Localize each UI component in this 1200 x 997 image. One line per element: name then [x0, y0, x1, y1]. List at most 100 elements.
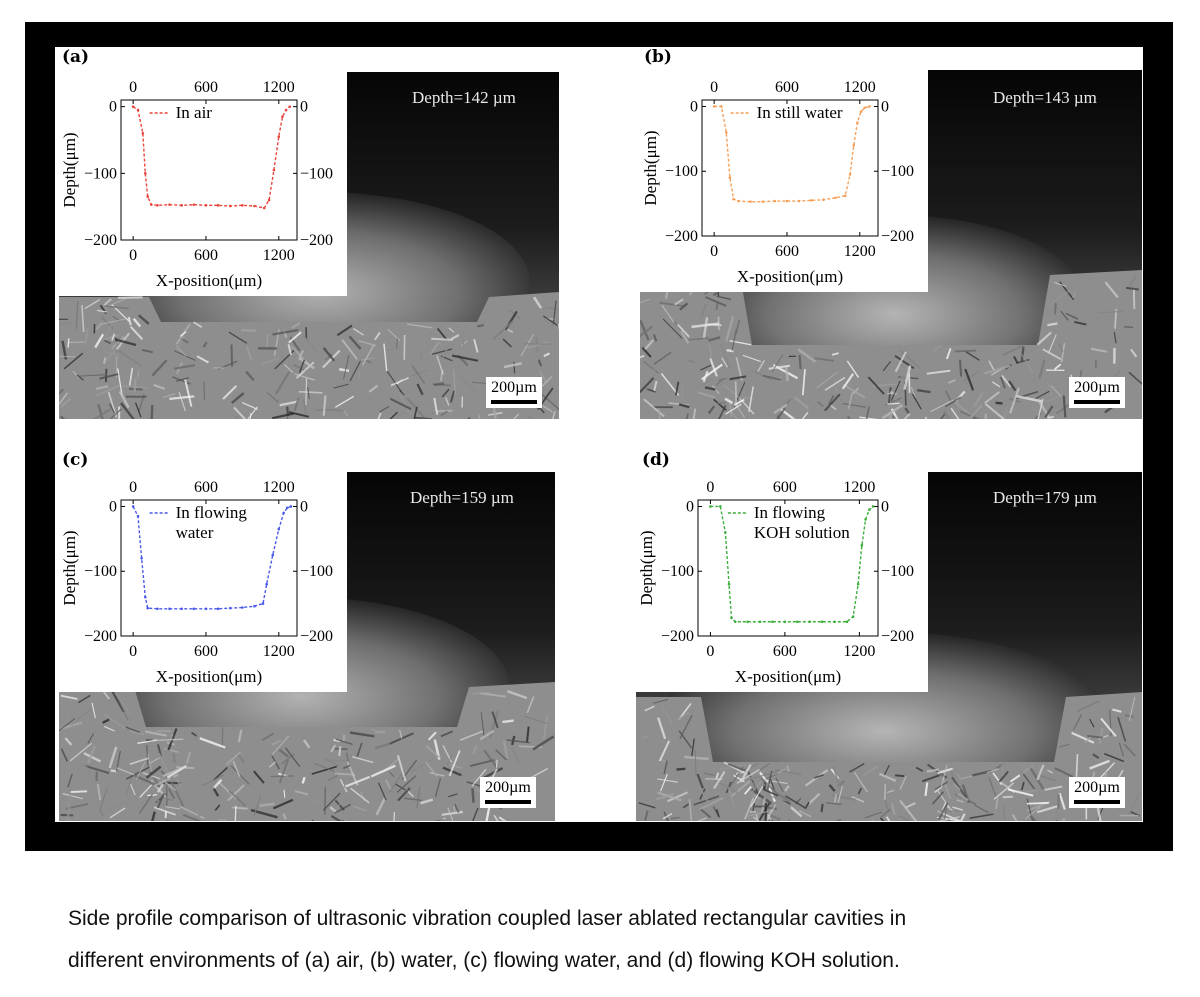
- y-tick-label: −100: [84, 165, 117, 182]
- y-tick-label: −200: [84, 232, 117, 249]
- x-tick-label-top: 600: [194, 479, 218, 496]
- data-point: [808, 620, 812, 624]
- data-point: [192, 203, 196, 206]
- series-line: [132, 106, 291, 209]
- y-tick-label-right: −100: [881, 163, 914, 180]
- panel-label: (c): [62, 450, 89, 470]
- plot-frame: [697, 499, 879, 637]
- data-point: [856, 582, 860, 586]
- y-tick-label: 0: [109, 498, 117, 515]
- data-point: [852, 144, 856, 147]
- y-tick-label: −100: [661, 563, 694, 580]
- panel-label: (b): [644, 47, 672, 67]
- data-point: [281, 115, 284, 118]
- scale-bar: 200µm: [486, 377, 542, 408]
- data-point: [783, 620, 787, 624]
- data-point: [871, 505, 875, 508]
- panel-label: (d): [642, 450, 670, 470]
- data-point: [746, 620, 749, 624]
- data-point: [289, 505, 293, 508]
- data-point: [864, 518, 867, 521]
- data-point: [277, 135, 281, 138]
- data-point: [140, 556, 143, 560]
- y-tick-label: −200: [665, 228, 698, 245]
- x-tick-label-top: 1200: [263, 479, 295, 496]
- data-point: [241, 606, 244, 609]
- x-axis-label: X-position(μm): [737, 267, 843, 286]
- data-point: [868, 105, 871, 108]
- y-tick-label-right: 0: [881, 98, 889, 115]
- y-tick-label: −200: [84, 628, 117, 645]
- x-tick-label: 600: [194, 247, 218, 264]
- data-point: [730, 616, 733, 620]
- legend-label: In air: [176, 103, 213, 122]
- panel-label: (a): [62, 47, 90, 67]
- plot-frame: [120, 99, 298, 241]
- scale-bar-line: [485, 800, 531, 804]
- x-tick-label: 0: [129, 247, 137, 264]
- scale-bar: 200µm: [1069, 777, 1125, 808]
- data-point: [727, 582, 731, 586]
- data-point: [265, 582, 268, 586]
- x-tick-label: 0: [710, 243, 718, 260]
- data-point: [843, 194, 847, 198]
- scale-bar-label: 200µm: [485, 779, 531, 796]
- data-point: [271, 553, 275, 557]
- data-point: [285, 506, 289, 510]
- data-point: [150, 203, 153, 206]
- data-point: [143, 172, 147, 175]
- y-tick-label-right: 0: [300, 498, 308, 515]
- x-tick-label-top: 1200: [843, 479, 875, 496]
- scale-bar-label: 200µm: [1074, 779, 1120, 796]
- y-tick-label-right: 0: [300, 99, 308, 116]
- data-point: [773, 199, 777, 203]
- data-point: [724, 531, 727, 534]
- y-tick-label-right: 0: [881, 498, 889, 515]
- y-tick-label-right: −100: [881, 563, 914, 580]
- legend-label: KOH solution: [754, 523, 850, 542]
- data-point: [228, 204, 232, 208]
- data-point: [859, 110, 863, 113]
- data-point: [709, 505, 712, 508]
- data-point: [860, 544, 864, 547]
- x-tick-label: 1200: [263, 643, 295, 660]
- depth-label: Depth=142 µm: [412, 88, 516, 107]
- data-point: [216, 204, 220, 207]
- data-point: [146, 606, 150, 610]
- data-point: [809, 199, 813, 202]
- x-tick-label: 600: [773, 643, 797, 660]
- data-point: [204, 204, 208, 207]
- legend-label: water: [176, 523, 214, 542]
- micrograph-image: [640, 70, 1142, 419]
- data-point: [771, 620, 774, 624]
- x-tick-label-top: 600: [773, 479, 797, 496]
- x-axis-label: X-position(μm): [156, 667, 262, 686]
- data-point: [733, 620, 737, 624]
- data-point: [851, 615, 855, 618]
- y-tick-label-right: −200: [881, 628, 914, 645]
- data-point: [284, 108, 288, 112]
- x-tick-label-top: 600: [194, 79, 218, 96]
- data-point: [758, 620, 762, 624]
- x-tick-label: 0: [706, 643, 714, 660]
- y-axis-label: Depth(μm): [60, 132, 79, 207]
- legend-label: In still water: [757, 103, 843, 122]
- data-point: [272, 168, 276, 172]
- data-point: [737, 199, 740, 203]
- x-tick-label-top: 1200: [844, 79, 876, 96]
- x-axis-label: X-position(μm): [735, 667, 841, 686]
- y-tick-label-right: −200: [300, 232, 333, 249]
- data-point: [262, 206, 266, 210]
- plot-frame: [701, 99, 879, 237]
- figure-caption: Side profile comparison of ultrasonic vi…: [68, 898, 1148, 982]
- depth-label: Depth=159 µm: [410, 488, 514, 507]
- x-tick-label: 1200: [263, 247, 295, 264]
- x-tick-label: 600: [194, 643, 218, 660]
- x-tick-label-top: 0: [706, 479, 714, 496]
- data-point: [253, 204, 256, 208]
- data-point: [228, 606, 232, 610]
